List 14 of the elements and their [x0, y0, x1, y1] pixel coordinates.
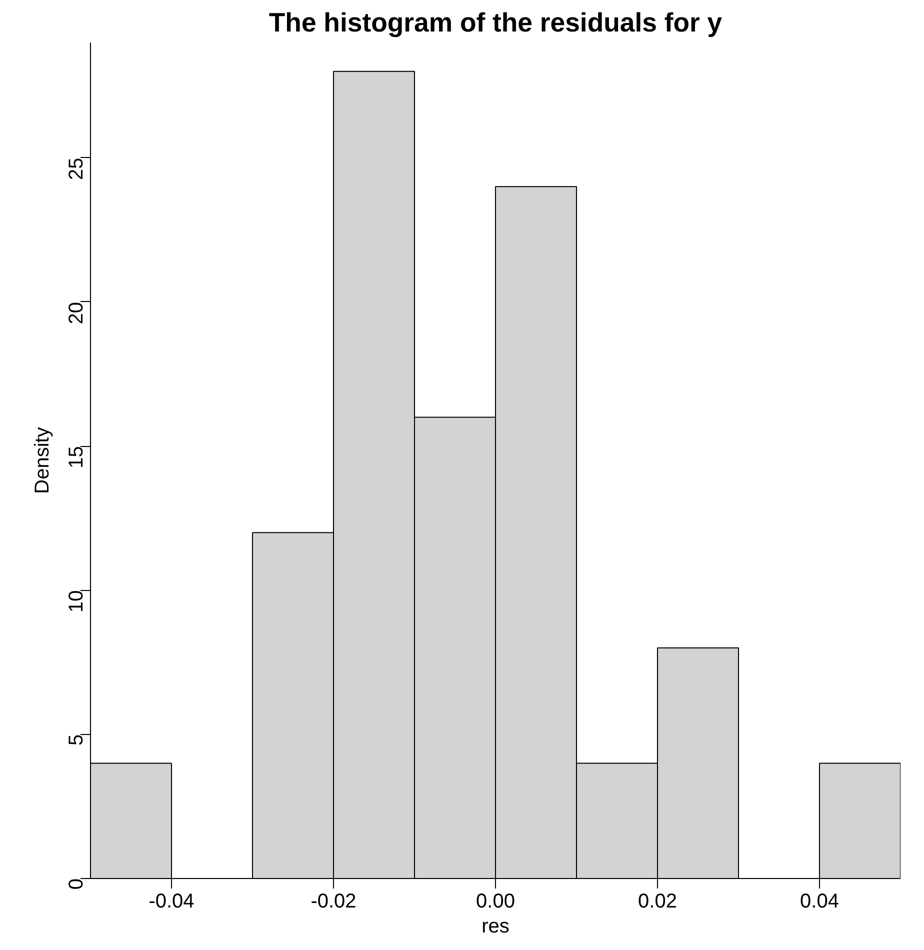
x-tick-label: 0.00	[476, 890, 515, 912]
y-tick-label: 15	[66, 446, 88, 468]
y-tick-label: 20	[66, 302, 88, 324]
y-tick-label: 10	[66, 590, 88, 612]
x-tick-label: -0.02	[310, 890, 356, 912]
y-tick-label: 25	[66, 158, 88, 180]
x-tick-label: -0.04	[148, 890, 194, 912]
y-tick-label: 5	[66, 734, 88, 746]
y-axis-title: Density	[32, 427, 54, 494]
x-axis-title: res	[482, 916, 510, 938]
y-tick-label: 0	[66, 878, 88, 890]
x-tick-label: 0.04	[800, 890, 839, 912]
x-tick-label: 0.02	[638, 890, 677, 912]
chart-title: The histogram of the residuals for y	[268, 8, 722, 38]
